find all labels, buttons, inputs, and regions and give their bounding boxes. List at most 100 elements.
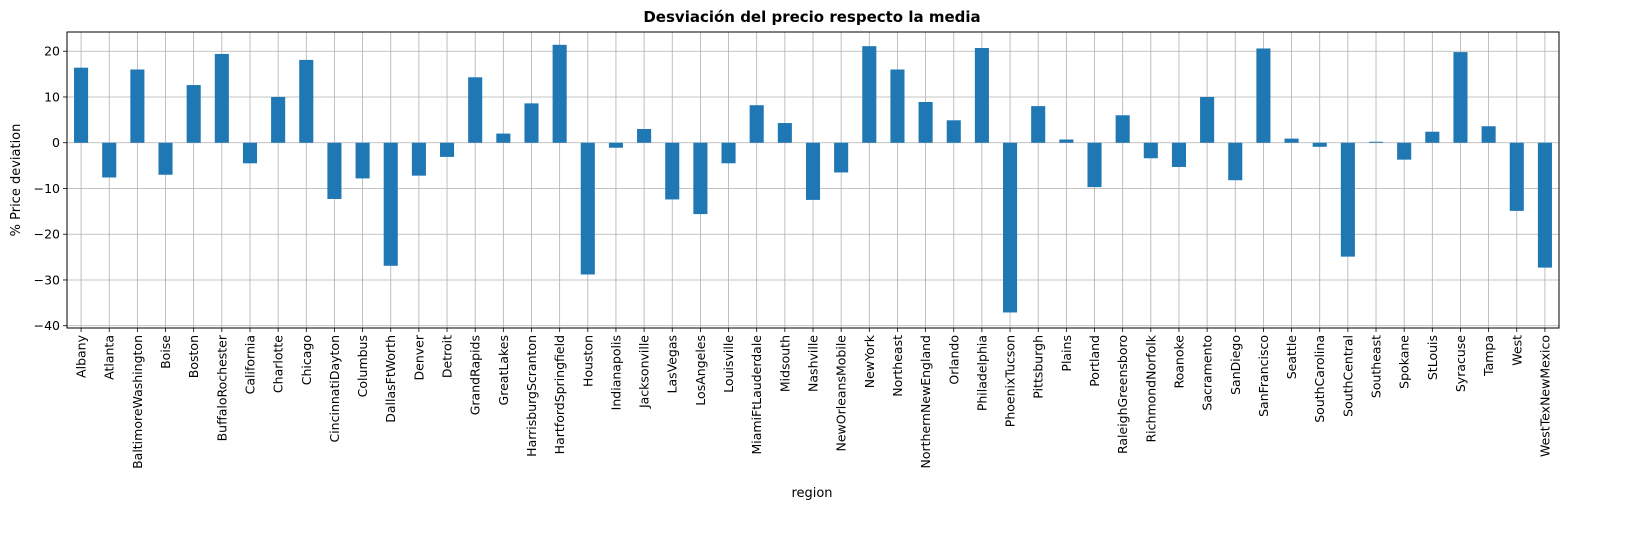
x-tick-label: Sacramento bbox=[1200, 335, 1215, 411]
bar-Atlanta bbox=[102, 142, 117, 178]
bar-Boise bbox=[158, 142, 173, 175]
bar-Tampa bbox=[1481, 126, 1496, 143]
x-tick-label: Louisville bbox=[721, 335, 736, 393]
bar-WestTexNewMexico bbox=[1537, 142, 1552, 268]
x-tick-label: Nashville bbox=[806, 335, 821, 392]
x-tick-label: Charlotte bbox=[271, 335, 286, 393]
bar-Roanoke bbox=[1171, 142, 1186, 167]
bar-CincinnatiDayton bbox=[327, 142, 342, 199]
bar-LosAngeles bbox=[693, 142, 708, 215]
bar-Syracuse bbox=[1453, 52, 1468, 143]
x-tick-label: DallasFtWorth bbox=[383, 335, 398, 423]
bar-Chicago bbox=[299, 59, 314, 143]
bars bbox=[74, 44, 1552, 313]
bar-BaltimoreWashington bbox=[130, 69, 145, 143]
bar-California bbox=[242, 142, 258, 164]
x-tick-label: WestTexNewMexico bbox=[1537, 335, 1552, 457]
bar-BuffaloRochester bbox=[214, 53, 229, 143]
x-tick-label: PhoenixTucson bbox=[1003, 335, 1018, 427]
grid-lines bbox=[67, 32, 1559, 328]
x-tick-label: RaleighGreensboro bbox=[1115, 335, 1130, 454]
bar-Jacksonville bbox=[637, 128, 652, 143]
x-tick-label: Midsouth bbox=[777, 335, 792, 392]
x-tick-label: Northeast bbox=[890, 335, 905, 397]
x-tick-label: SouthCarolina bbox=[1312, 335, 1327, 423]
x-tick-label: Syracuse bbox=[1453, 335, 1468, 392]
x-tick-label: Tampa bbox=[1481, 335, 1496, 377]
x-tick-label: Boise bbox=[158, 335, 173, 369]
x-tick-label: Spokane bbox=[1397, 335, 1412, 389]
x-axis: Albany Atlanta BaltimoreWashington Boise Bos… bbox=[74, 328, 1552, 469]
x-tick-label: Chicago bbox=[299, 335, 314, 385]
x-tick-label: SanFrancisco bbox=[1256, 335, 1271, 417]
x-tick-label: SouthCentral bbox=[1340, 335, 1355, 417]
y-tick-label: 10 bbox=[44, 89, 60, 104]
x-tick-label: California bbox=[242, 335, 257, 394]
bar-Seattle bbox=[1284, 138, 1299, 143]
y-tick-label: −20 bbox=[34, 227, 60, 242]
x-axis-label: region bbox=[791, 486, 832, 501]
x-tick-label: LosAngeles bbox=[693, 335, 708, 406]
x-tick-label: Albany bbox=[74, 334, 89, 378]
x-tick-label: Southeast bbox=[1369, 335, 1384, 398]
bar-Sacramento bbox=[1200, 96, 1215, 143]
x-tick-label: West bbox=[1509, 335, 1524, 366]
x-tick-label: Houston bbox=[580, 335, 595, 387]
bar-Nashville bbox=[805, 142, 821, 200]
x-tick-label: CincinnatiDayton bbox=[327, 335, 342, 443]
bar-Detroit bbox=[440, 142, 455, 157]
bar-Charlotte bbox=[271, 96, 286, 143]
x-tick-label: HartfordSpringfield bbox=[552, 335, 567, 454]
bar-Houston bbox=[580, 142, 595, 275]
bar-Portland bbox=[1087, 142, 1102, 188]
bar-Pittsburgh bbox=[1031, 106, 1046, 143]
x-tick-label: StLouis bbox=[1425, 335, 1440, 380]
x-tick-label: Portland bbox=[1087, 335, 1102, 387]
bar-LasVegas bbox=[665, 142, 680, 200]
bar-NewYork bbox=[862, 46, 877, 143]
y-tick-label: −30 bbox=[34, 272, 60, 287]
x-tick-label: LasVegas bbox=[665, 335, 680, 394]
bar-SanFrancisco bbox=[1256, 48, 1271, 143]
bar-StLouis bbox=[1425, 131, 1440, 143]
bar-HarrisburgScranton bbox=[524, 103, 539, 143]
bar-Indianapolis bbox=[608, 142, 623, 148]
x-tick-label: MiamiFtLauderdale bbox=[749, 335, 764, 455]
y-tick-label: −40 bbox=[34, 318, 60, 333]
bar-RichmondNorfolk bbox=[1143, 142, 1158, 159]
bar-Northeast bbox=[890, 69, 905, 143]
bar-West bbox=[1509, 142, 1524, 211]
bar-SanDiego bbox=[1228, 142, 1243, 181]
y-tick-label: −10 bbox=[34, 181, 60, 196]
x-tick-label: Columbus bbox=[355, 335, 370, 397]
x-tick-label: Orlando bbox=[946, 335, 961, 385]
bar-Southeast bbox=[1368, 141, 1384, 143]
bar-Columbus bbox=[355, 142, 370, 179]
x-tick-label: Detroit bbox=[440, 335, 455, 378]
bar-Boston bbox=[186, 85, 201, 143]
x-tick-label: NewYork bbox=[862, 334, 877, 388]
bar-Denver bbox=[411, 142, 426, 176]
bar-Midsouth bbox=[777, 123, 792, 143]
x-tick-label: Atlanta bbox=[102, 335, 117, 380]
x-tick-label: RichmondNorfolk bbox=[1143, 334, 1158, 442]
bar-GrandRapids bbox=[468, 77, 483, 143]
bar-SouthCentral bbox=[1340, 142, 1355, 257]
bar-MiamiFtLauderdale bbox=[749, 105, 764, 143]
x-tick-label: Philadelphia bbox=[974, 335, 989, 411]
bar-NorthernNewEngland bbox=[918, 101, 933, 143]
x-tick-label: BuffaloRochester bbox=[214, 334, 229, 441]
bar-Albany bbox=[74, 67, 89, 143]
x-tick-label: GrandRapids bbox=[468, 335, 483, 415]
x-tick-label: Pittsburgh bbox=[1031, 335, 1046, 399]
x-tick-label: NewOrleansMobile bbox=[834, 335, 849, 452]
x-tick-label: NorthernNewEngland bbox=[918, 335, 933, 469]
bar-Plains bbox=[1059, 139, 1074, 143]
bar-RaleighGreensboro bbox=[1115, 115, 1130, 143]
bar-PhoenixTucson bbox=[1003, 142, 1018, 313]
bar-Orlando bbox=[946, 120, 961, 143]
chart-title: Desviación del precio respecto la media bbox=[643, 8, 980, 26]
y-tick-label: 0 bbox=[52, 135, 60, 150]
x-tick-label: SanDiego bbox=[1228, 335, 1243, 395]
